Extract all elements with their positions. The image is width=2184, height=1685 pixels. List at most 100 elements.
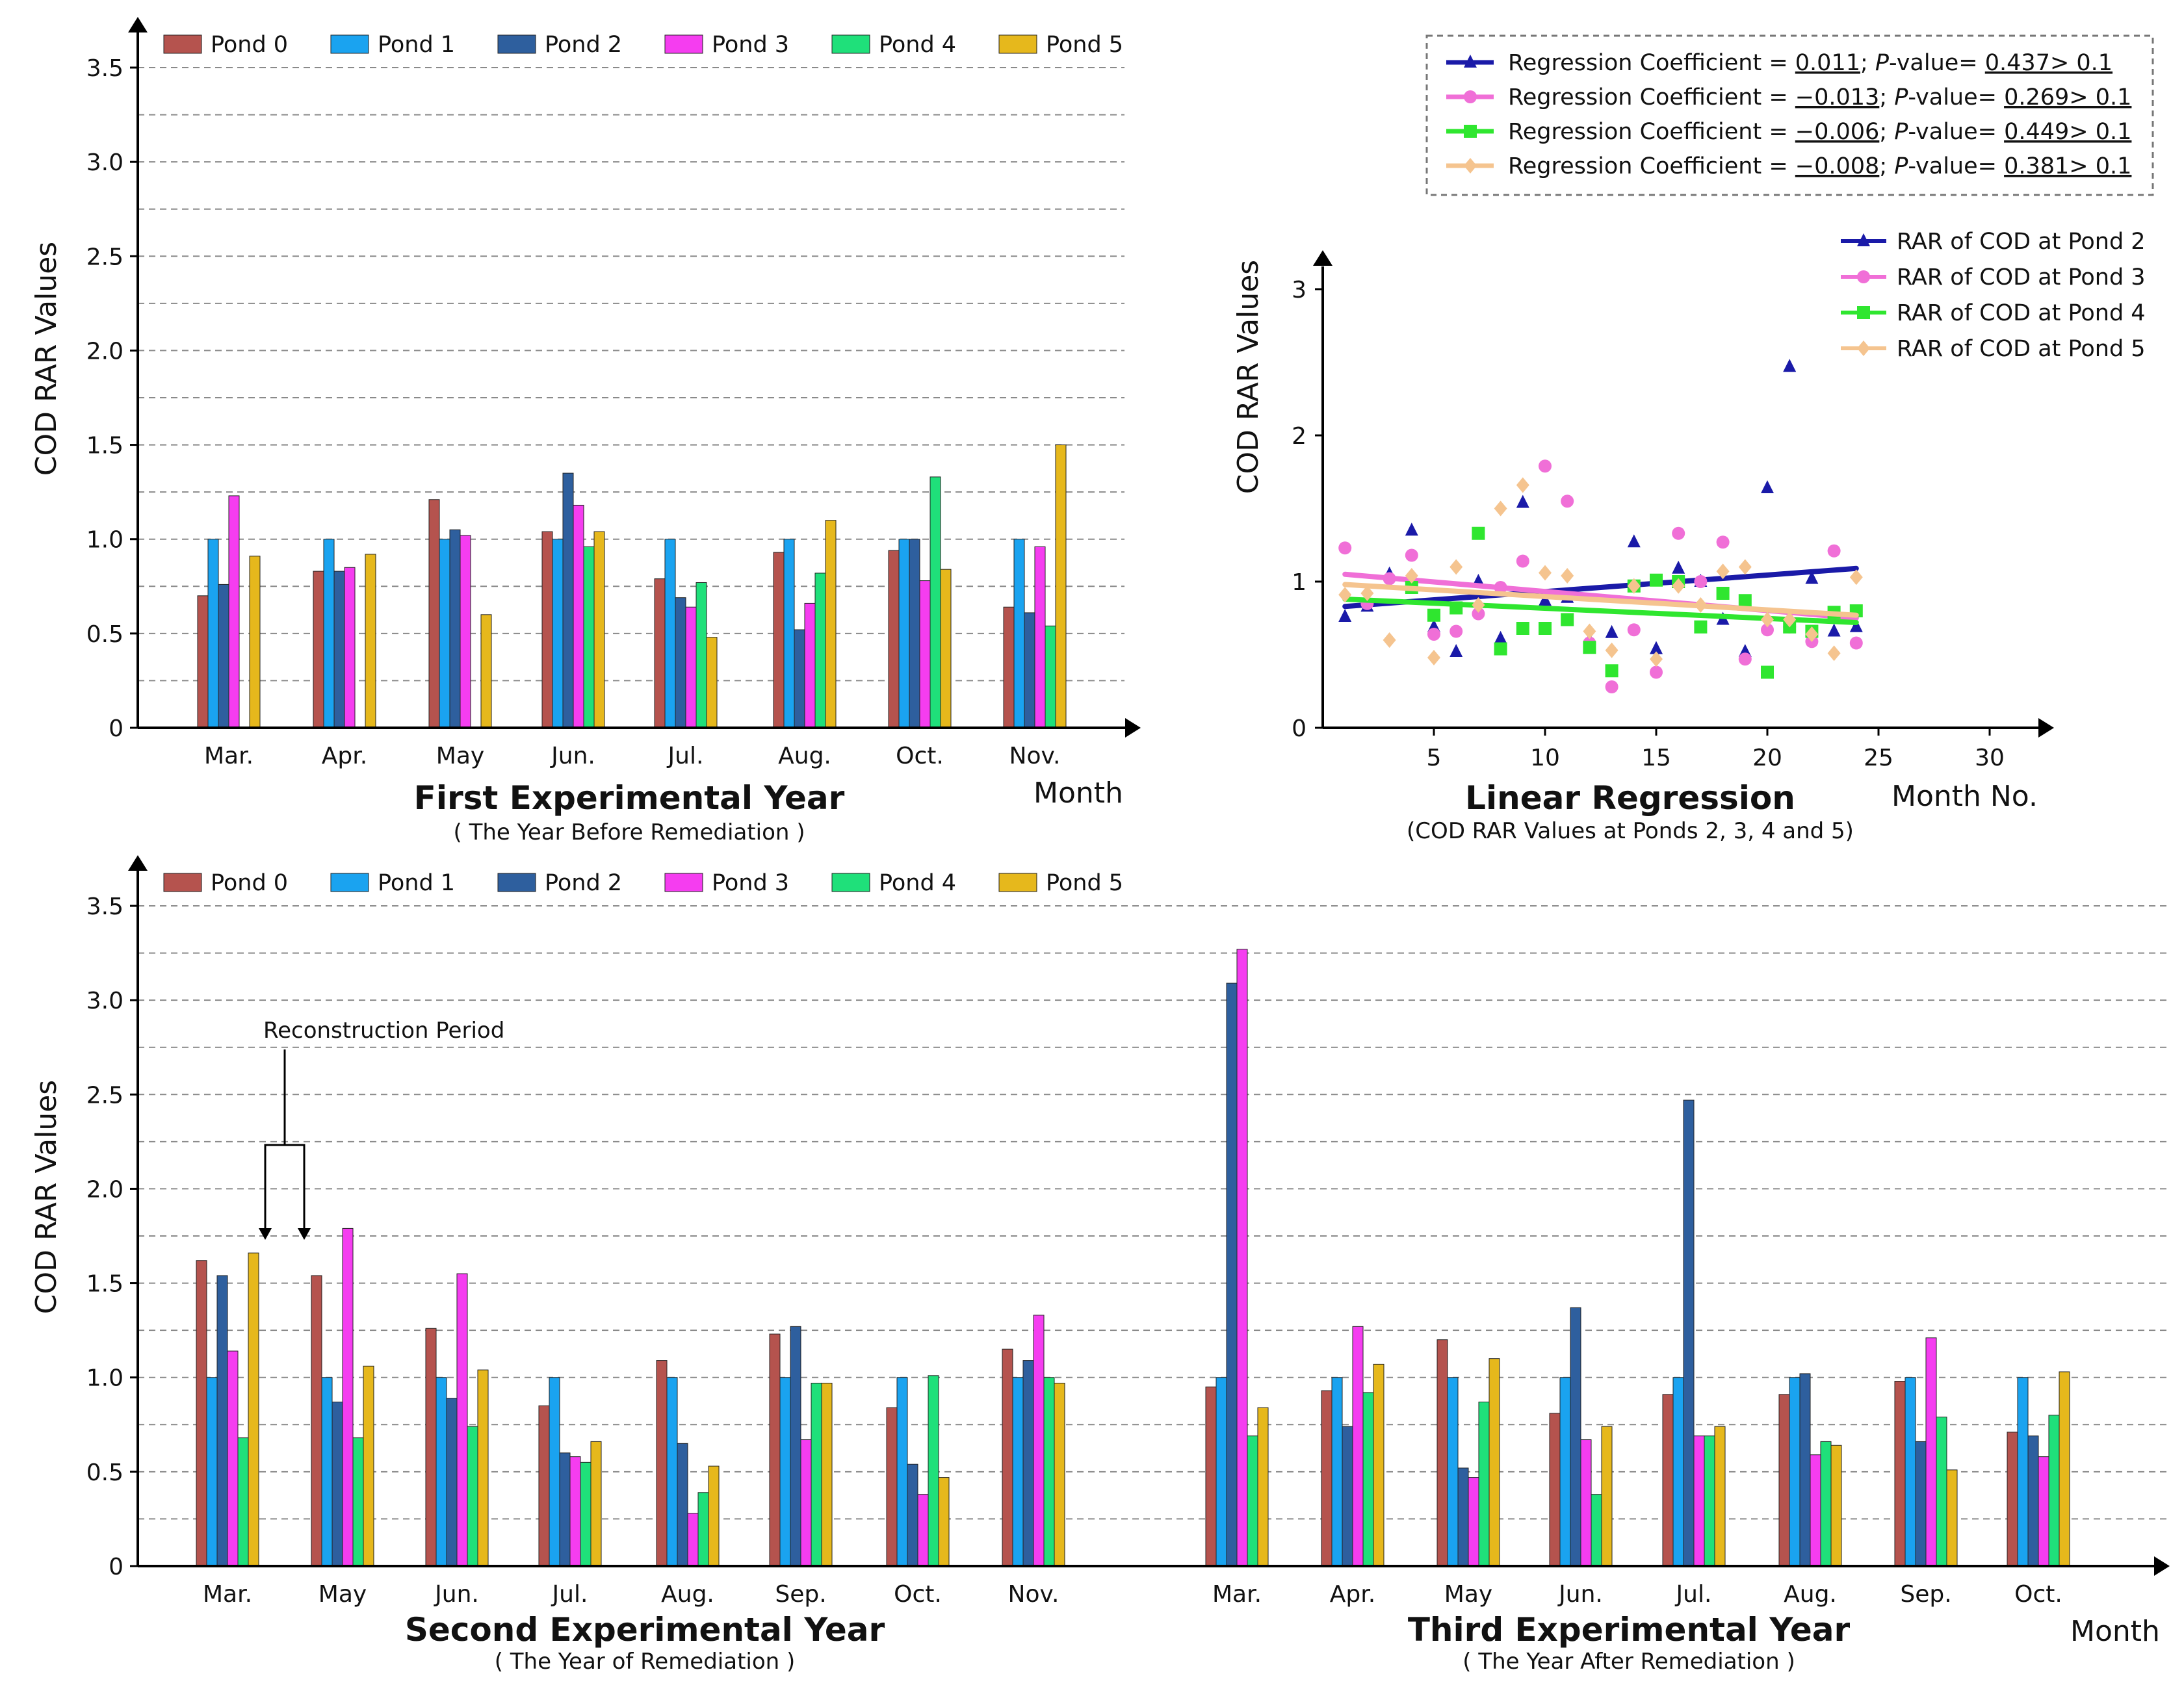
bar-pond-5-sep [821, 1382, 833, 1567]
legend-label: Pond 0 [211, 870, 288, 896]
y-tick-label: 3.5 [86, 894, 124, 920]
bar-pond-5-oct [938, 1477, 950, 1567]
series-rar-of-cod-at-pond-4 [1342, 526, 1863, 679]
bar-pond-0-mar [196, 1260, 207, 1567]
stats-p-value: 0.437> 0.1 [1985, 50, 2112, 76]
data-point [1494, 500, 1507, 517]
stats-sep: ; [1879, 84, 1894, 110]
bar-pond-0-jun [541, 531, 553, 728]
legend-marker [1857, 270, 1870, 283]
bar-pond-1-jul [549, 1377, 560, 1567]
legend-label: Pond 2 [545, 870, 622, 896]
x-tick-label: Sep. [1900, 1581, 1951, 1608]
data-point [1405, 568, 1418, 584]
data-point [1738, 559, 1752, 575]
stats-text: Regression Coefficient = −0.013; P-value… [1508, 84, 2131, 110]
data-point [1561, 568, 1574, 584]
legend-marker [1857, 306, 1870, 319]
bar-pond-3-may [1468, 1477, 1479, 1567]
stats-p-value: 0.381> 0.1 [2004, 153, 2131, 179]
x-tick-label: Mar. [204, 743, 254, 769]
x-tick-label: Sep. [775, 1581, 826, 1608]
x-tick-label: Aug. [1784, 1581, 1837, 1608]
stats-p-label: P [1894, 119, 1908, 145]
bar-pond-1-may [321, 1377, 333, 1567]
data-point [1672, 560, 1685, 574]
chart-subtitle: ( The Year of Remediation ) [495, 1649, 796, 1675]
legend-label: Pond 0 [211, 32, 288, 58]
bar-pond-3-mar [227, 1350, 239, 1567]
y-tick-label: 1.0 [86, 1365, 124, 1392]
x-tick-label: Oct. [896, 743, 944, 769]
data-point [1583, 623, 1596, 639]
bar-pond-5-jun [1601, 1426, 1613, 1567]
data-point [1627, 534, 1641, 548]
bar-pond-1-nov [1012, 1377, 1024, 1567]
y-tick-label: 0.5 [86, 1460, 124, 1486]
data-point [1672, 526, 1685, 540]
legend-label: Pond 5 [1046, 32, 1123, 58]
regression-line [1342, 582, 1859, 618]
data-point [1805, 571, 1819, 584]
x-tick-label: Aug. [661, 1581, 714, 1608]
stats-p-label: P [1875, 50, 1890, 76]
y-tick-label: 1.0 [86, 527, 124, 554]
bar-pond-2-may [332, 1401, 343, 1567]
bar-pond-4-aug [697, 1492, 709, 1567]
stats-sep: ; [1879, 119, 1894, 145]
x-tick-label: Jun. [434, 1581, 479, 1608]
data-point [1516, 554, 1529, 568]
bar-pond-3-jul [1693, 1435, 1705, 1567]
bar-pond-4-jun [1591, 1494, 1602, 1567]
data-point [1761, 623, 1774, 637]
stats-p-rest: -value= [1889, 50, 1985, 76]
stats-p-value: 0.269> 0.1 [2004, 84, 2131, 110]
bar-pond-5-mar [248, 1252, 259, 1567]
legend-marker [1857, 341, 1870, 356]
data-point [1450, 624, 1463, 638]
bar-pond-2-mar [216, 1275, 228, 1567]
data-point [1472, 607, 1485, 621]
legend-swatch [998, 34, 1037, 54]
bar-pond-3-jun [1580, 1439, 1592, 1567]
chart-title-third-year: Third Experimental Year [1408, 1611, 1851, 1649]
bar-pond-2-apr [1342, 1426, 1353, 1567]
data-point [1783, 359, 1797, 372]
stats-p-label: P [1894, 153, 1908, 179]
y-axis-label: COD RAR Values [1232, 260, 1265, 494]
bar-pond-4-sep [1936, 1417, 1947, 1567]
bar-pond-0-aug [656, 1360, 668, 1567]
bar-pond-3-may [460, 535, 471, 728]
y-tick-label: 3.5 [86, 55, 124, 82]
y-tick-label: 2 [1292, 423, 1306, 450]
bar-chart-second_third: 0 0.5 1.0 1.5 2.0 2.5 3.0 3.5 Mar. May Jun. Jul. Aug… [30, 855, 2170, 1675]
stats-text: Regression Coefficient = 0.011; P-value=… [1508, 50, 2112, 76]
bar-pond-5-jul [1714, 1426, 1726, 1567]
legend-swatch [330, 34, 369, 54]
x-tick-label: Nov. [1009, 743, 1061, 769]
data-point [1516, 477, 1529, 493]
x-tick-label: May [1444, 1581, 1492, 1608]
bar-pond-4-jun [583, 546, 595, 728]
legend-label: Pond 3 [712, 32, 789, 58]
data-point [1627, 578, 1641, 594]
x-tick-label: Aug. [778, 743, 831, 769]
y-axis-label: COD RAR Values [30, 242, 63, 476]
data-point [1694, 575, 1708, 588]
x-axis-label: Month [2070, 1615, 2160, 1648]
bar-pond-1-mar [206, 1377, 218, 1567]
bar-pond-1-may [439, 539, 450, 728]
data-point [1494, 630, 1507, 644]
regression-line [1342, 565, 1859, 610]
y-tick-label: 2.5 [86, 1082, 124, 1109]
x-tick-label: 5 [1427, 745, 1442, 771]
bar-pond-4-jul [580, 1461, 592, 1567]
bar-pond-2-jun [446, 1398, 458, 1567]
chart-title: First Experimental Year [414, 779, 845, 817]
bar-pond-4-aug [1820, 1441, 1832, 1567]
axis-arrowhead [298, 1228, 311, 1240]
x-tick-label: 20 [1752, 745, 1782, 771]
data-point [1472, 597, 1485, 613]
data-point [1360, 585, 1374, 601]
legend-label: Pond 4 [879, 32, 956, 58]
